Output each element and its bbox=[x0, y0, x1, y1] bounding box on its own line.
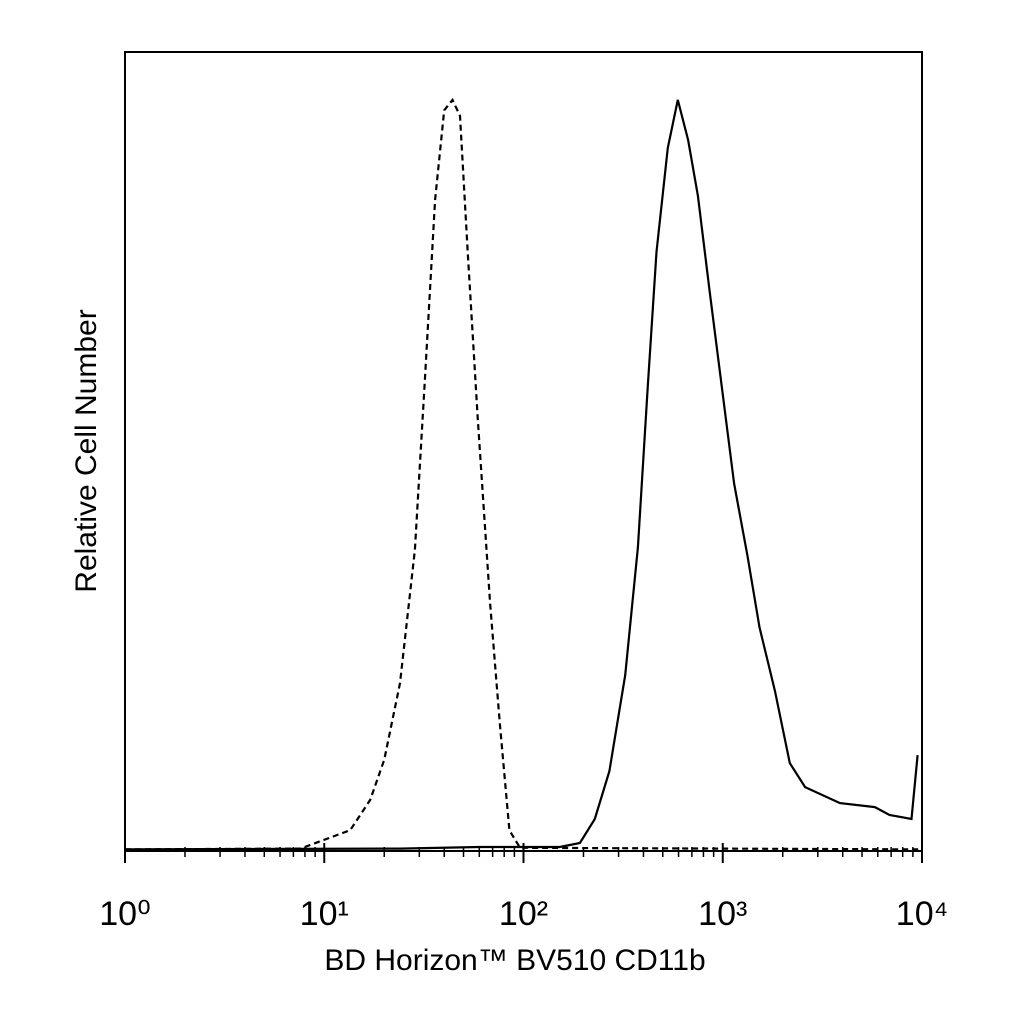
x-tick-label: 10¹ bbox=[300, 895, 349, 933]
x-axis-label: BD Horizon™ BV510 CD11b bbox=[324, 944, 705, 977]
x-tick-label: 10² bbox=[499, 895, 548, 933]
histogram-line bbox=[124, 99, 919, 851]
x-tick-label: 10⁴ bbox=[896, 895, 948, 933]
x-tick-label: 10³ bbox=[698, 895, 747, 933]
plot-frame bbox=[124, 51, 923, 852]
histogram-line bbox=[124, 97, 921, 851]
x-tick-label: 10⁰ bbox=[99, 895, 150, 933]
y-axis-label: Relative Cell Number bbox=[70, 309, 103, 592]
